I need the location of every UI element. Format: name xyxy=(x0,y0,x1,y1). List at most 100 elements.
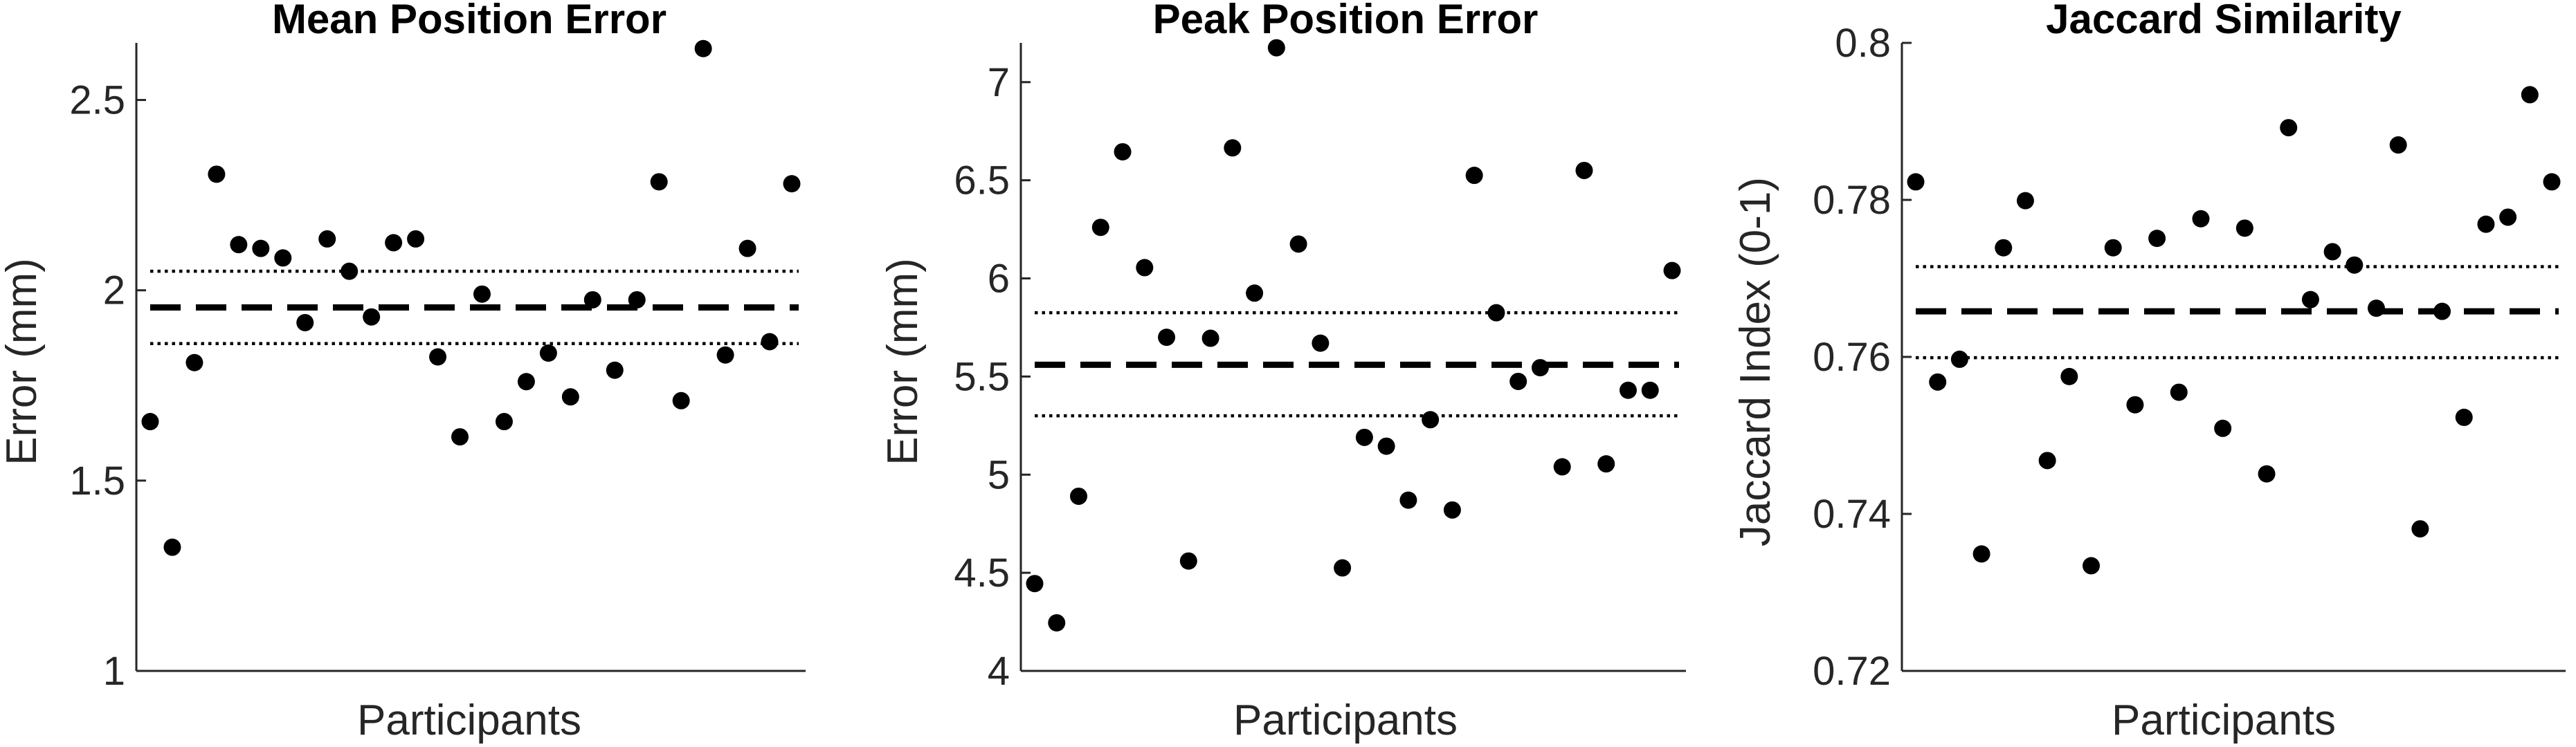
data-point xyxy=(1114,142,1132,160)
y-axis-label: Error (mm) xyxy=(0,258,46,465)
data-point xyxy=(2280,119,2298,137)
data-point xyxy=(2083,557,2101,575)
data-point xyxy=(1091,219,1109,237)
panel-jaccard-similarity: Jaccard Similarity Participants Jaccard … xyxy=(1732,0,2566,744)
y-tick-label: 6 xyxy=(988,257,1010,302)
data-point xyxy=(208,165,226,183)
data-point xyxy=(2301,290,2319,308)
data-point xyxy=(1377,437,1395,455)
data-point xyxy=(1487,304,1505,322)
data-point xyxy=(1575,161,1593,179)
panel-mean-position-error: Mean Position Error Participants Error (… xyxy=(0,0,806,744)
data-point xyxy=(2038,452,2056,470)
y-tick-label: 7 xyxy=(988,60,1010,105)
data-point xyxy=(429,348,447,366)
data-point xyxy=(650,173,668,191)
data-point xyxy=(2148,230,2166,248)
data-point xyxy=(2543,173,2561,191)
data-point xyxy=(1553,458,1571,476)
data-point xyxy=(2016,192,2034,210)
data-point xyxy=(1048,614,1066,631)
data-point xyxy=(1950,350,1968,368)
y-tick-label: 0.78 xyxy=(1813,178,1891,223)
data-point xyxy=(1663,261,1681,279)
data-point xyxy=(1312,334,1330,352)
data-point xyxy=(1179,552,1197,570)
y-tick-label: 4 xyxy=(988,649,1010,694)
data-point xyxy=(1929,373,1947,391)
y-axis-label: Error (mm) xyxy=(879,258,927,465)
y-tick-label: 2.5 xyxy=(69,78,125,123)
data-point xyxy=(230,236,248,254)
data-point xyxy=(1465,167,1483,185)
data-point xyxy=(1070,487,1088,505)
data-point xyxy=(185,353,203,371)
data-point xyxy=(274,249,292,267)
data-point xyxy=(1597,455,1615,473)
data-point xyxy=(1201,329,1219,347)
data-point xyxy=(141,413,159,431)
data-point xyxy=(495,413,513,431)
data-point xyxy=(1246,284,1264,302)
data-point xyxy=(1641,381,1659,399)
data-point xyxy=(2499,208,2517,226)
x-axis-label: Participants xyxy=(357,697,581,744)
data-point xyxy=(2477,215,2495,233)
chart-title: Mean Position Error xyxy=(272,0,666,42)
data-point xyxy=(1509,372,1527,390)
data-point xyxy=(2346,256,2364,274)
data-point xyxy=(1399,491,1417,509)
y-axis-label: Jaccard Index (0-1) xyxy=(1732,177,1779,546)
y-tick-label: 5.5 xyxy=(954,354,1010,399)
data-point xyxy=(385,234,403,252)
data-point xyxy=(738,239,756,257)
data-point xyxy=(341,262,359,280)
data-point xyxy=(1907,173,1925,191)
data-point xyxy=(606,361,624,379)
data-point xyxy=(1355,428,1373,446)
data-point xyxy=(2411,520,2429,538)
data-point xyxy=(363,308,381,326)
data-point xyxy=(2060,367,2078,385)
data-point xyxy=(628,290,646,308)
data-point xyxy=(539,344,557,362)
y-tick-label: 0.8 xyxy=(1835,21,1891,66)
data-point xyxy=(2104,239,2122,257)
data-point xyxy=(2170,383,2188,401)
data-point xyxy=(1289,235,1307,253)
data-point xyxy=(783,175,801,193)
x-axis-label: Participants xyxy=(2112,697,2336,744)
data-point xyxy=(2323,243,2341,261)
data-point xyxy=(517,373,535,391)
data-point xyxy=(672,391,690,409)
data-point xyxy=(1443,501,1461,519)
data-point xyxy=(2258,465,2276,483)
data-point xyxy=(1531,359,1549,377)
data-point xyxy=(2521,86,2539,104)
y-tick-label: 5 xyxy=(988,452,1010,497)
panel-peak-position-error: Peak Position Error Participants Error (… xyxy=(879,0,1686,744)
y-tick-label: 1.5 xyxy=(69,459,125,504)
data-point xyxy=(2126,396,2144,414)
data-point xyxy=(252,239,270,257)
y-tick-label: 2 xyxy=(103,268,125,313)
y-tick-label: 0.76 xyxy=(1813,335,1891,380)
y-tick-label: 0.74 xyxy=(1813,492,1891,537)
data-point xyxy=(1026,575,1044,593)
y-tick-label: 1 xyxy=(103,649,125,694)
data-point xyxy=(1136,259,1154,277)
data-point xyxy=(1422,411,1440,429)
y-tick-label: 6.5 xyxy=(954,158,1010,203)
data-point xyxy=(318,230,336,248)
data-point xyxy=(1224,139,1242,157)
data-point xyxy=(1267,39,1285,57)
data-point xyxy=(2389,136,2407,154)
data-point xyxy=(1619,381,1637,399)
data-point xyxy=(2214,419,2232,437)
data-point xyxy=(1334,559,1352,577)
x-axis-label: Participants xyxy=(1233,697,1458,744)
chart-title: Peak Position Error xyxy=(1153,0,1539,42)
data-point xyxy=(407,230,425,248)
data-point xyxy=(761,333,779,351)
